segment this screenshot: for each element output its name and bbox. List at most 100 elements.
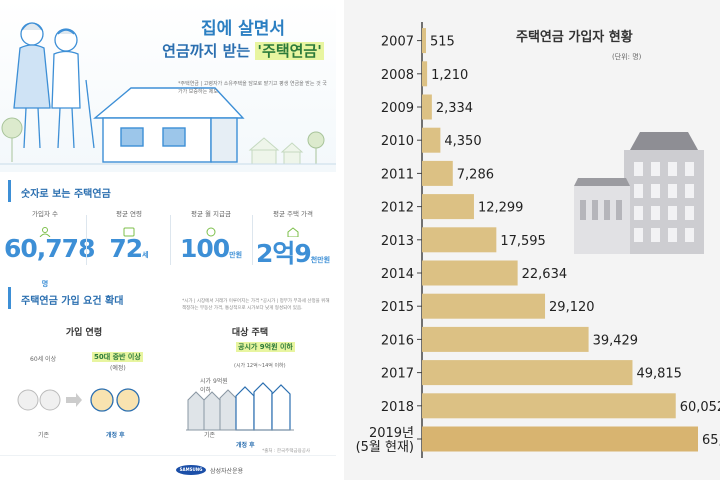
stat-value: 60,778명 <box>4 234 95 288</box>
hero-title-highlight: '주택연금' <box>255 42 324 60</box>
infographic-panel: 집에 살면서 연금까지 받는 '주택연금' *주택연금 | 고령자가 소유주택을… <box>0 0 336 480</box>
window-shape <box>668 184 677 198</box>
townhouse-icon <box>187 389 237 431</box>
category-label: 2007 <box>381 35 414 50</box>
age-after-sub: (예정) <box>110 365 126 372</box>
bar-3 <box>422 127 441 153</box>
source-note: *출처 : 한국주택금융공사 <box>262 449 311 454</box>
samsung-logo: SAMSUNG <box>176 465 206 475</box>
stat-divider <box>252 215 253 265</box>
house-after-sub: (시가 12억~14억 이하) <box>234 363 286 369</box>
house-before-label: 기존 <box>204 432 216 439</box>
stat-value: 72세 <box>109 234 149 263</box>
hero-note: *주택연금 | 고령자가 소유주택을 담보로 맡기고 평생 연금을 받는 것 국… <box>178 81 327 95</box>
value-label: 12,299 <box>478 201 524 216</box>
category-label: 2010 <box>381 134 414 149</box>
category-label: 2008 <box>381 68 414 83</box>
window-shape <box>634 162 643 176</box>
section-title-stats: 숫자로 보는 주택연금 <box>8 180 328 202</box>
bar-4 <box>422 160 453 186</box>
house-column-title: 대상 주택 <box>231 328 269 338</box>
age-icon <box>123 222 135 237</box>
window-shape <box>580 200 586 220</box>
stat-value: 100만원 <box>179 234 243 263</box>
stat-average-age: 평균 연령 72세 <box>88 208 170 263</box>
chart-panel: 2007 515 2008 1,210 2009 2,334 2010 4,350 2011 7,… <box>344 0 720 480</box>
requirements-note: *시가 | 시장에서 거래가 이루어지는 가격 *공시가 | 정부가 부과세 산… <box>182 299 330 311</box>
faces-illustration <box>17 388 140 412</box>
house-icon <box>287 222 299 238</box>
person-icon <box>39 222 51 238</box>
bar-0 <box>422 28 426 54</box>
value-label: 60,052 <box>680 400 720 415</box>
window-shape <box>685 206 694 220</box>
window-shape <box>634 184 643 198</box>
bars-group: 2007 515 2008 1,210 2009 2,334 2010 4,350 2011 7,… <box>356 28 720 455</box>
small-house-icon <box>248 137 304 165</box>
category-label: 2013 <box>381 234 414 249</box>
window-shape <box>651 206 660 220</box>
stat-subscribers: 가입자 수 60,778명 <box>4 208 95 292</box>
age-column-title: 가입 연령 <box>65 328 103 338</box>
value-label: 2,334 <box>436 101 473 116</box>
value-label: 29,120 <box>549 300 595 315</box>
elderly-face-icon <box>17 389 61 411</box>
hero-section: 집에 살면서 연금까지 받는 '주택연금' *주택연금 | 고령자가 소유주택을… <box>0 0 336 172</box>
category-label: 2009 <box>381 101 414 116</box>
hero-title-line1: 집에 살면서 <box>200 19 286 39</box>
stat-value: 2억9천만원 <box>255 239 331 268</box>
stat-label: 평균 연령 <box>116 210 142 218</box>
elderly-couple-icon <box>13 22 95 149</box>
category-label: 2016 <box>381 333 414 348</box>
value-label: 515 <box>430 35 455 50</box>
stat-label: 평균 월 지급금 <box>190 210 231 218</box>
bar-2 <box>422 94 432 120</box>
window-shape <box>685 184 694 198</box>
bar-1 <box>422 61 428 87</box>
bar-chart: 2007 515 2008 1,210 2009 2,334 2010 4,350 2011 7,… <box>356 22 720 458</box>
house-after: 공시가 9억원 이하 <box>236 342 295 352</box>
window-shape <box>651 162 660 176</box>
bar-12 <box>422 426 698 452</box>
category-label: 2018 <box>381 400 414 415</box>
bar-8 <box>422 293 546 319</box>
window-shape <box>634 206 643 220</box>
age-before: 60세 이상 <box>30 356 57 363</box>
value-label: 65,323 <box>702 433 720 448</box>
chart-unit-note: (단위: 명) <box>612 53 642 61</box>
stat-divider <box>170 215 171 265</box>
value-label: 17,595 <box>500 234 546 249</box>
value-label: 1,210 <box>431 68 468 83</box>
window-shape <box>685 228 694 242</box>
building-windows <box>580 162 694 242</box>
window-shape <box>668 162 677 176</box>
window-shape <box>604 200 610 220</box>
arrow-right-icon <box>66 393 82 407</box>
bar-7 <box>422 260 518 286</box>
window-shape <box>616 200 622 220</box>
bar-6 <box>422 227 497 253</box>
bar-9 <box>422 326 589 352</box>
stat-house-price: 평균 주택 가격 2억9천만원 <box>252 208 334 270</box>
stat-label: 가입자 수 <box>32 210 58 218</box>
value-label: 49,815 <box>636 367 682 382</box>
hero-title-prefix: 연금까지 받는 <box>162 42 256 60</box>
value-label: 39,429 <box>593 333 639 348</box>
townhouse-highlight-icon <box>235 382 291 431</box>
window-shape <box>668 206 677 220</box>
company-name: 삼성자산운용 <box>210 468 244 475</box>
section-title-requirements: 주택연금 가입 요건 확대 <box>8 287 328 309</box>
window-shape <box>685 162 694 176</box>
younger-face-icon <box>90 388 140 412</box>
stat-label: 평균 주택 가격 <box>272 210 313 218</box>
hero-title-line2: 연금까지 받는 '주택연금' <box>150 40 336 61</box>
bar-11 <box>422 393 676 419</box>
house-icon <box>93 87 245 163</box>
hero-illustration <box>0 22 336 165</box>
chart-title: 주택연금 가입자 현황 <box>516 30 633 45</box>
window-shape <box>651 184 660 198</box>
value-label: 22,634 <box>522 267 568 282</box>
value-label: 7,286 <box>457 167 494 182</box>
stat-divider <box>86 215 87 265</box>
category-label: 2011 <box>381 167 414 182</box>
